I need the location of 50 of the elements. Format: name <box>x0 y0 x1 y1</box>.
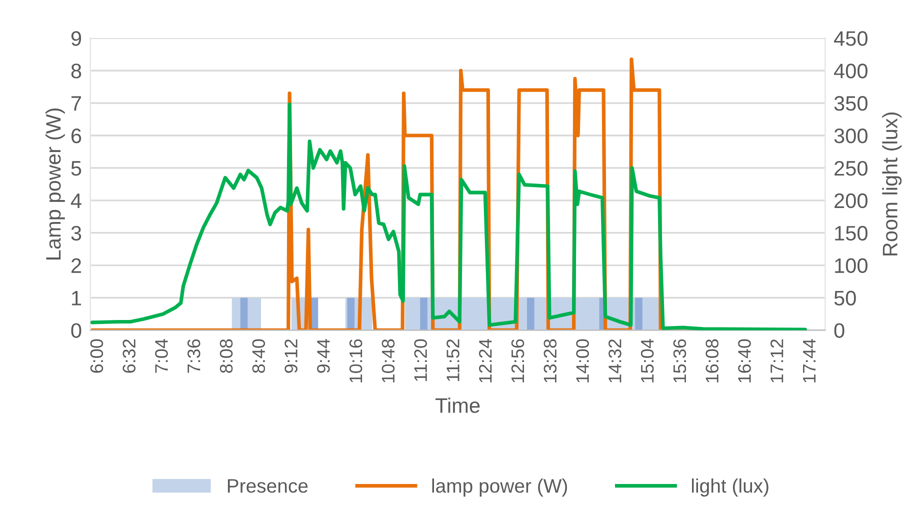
x-tick-label: 17:12 <box>770 339 784 382</box>
y-tick-label: 3 <box>71 226 82 241</box>
y2-tick-label: 300 <box>834 128 868 144</box>
line-series <box>90 102 807 330</box>
x-tick-label: 8:40 <box>252 339 266 373</box>
x-tick-label: 9:12 <box>284 339 298 373</box>
y2-tick-label: 250 <box>834 160 868 176</box>
y2-tick-label: 450 <box>834 31 868 46</box>
legend-label: lamp power (W) <box>432 478 567 497</box>
x-tick-label: 17:44 <box>803 339 816 382</box>
x-tick-label: 10:16 <box>349 339 362 382</box>
y-tick-label: 4 <box>70 194 82 208</box>
x-tick-label: 6:00 <box>90 339 104 373</box>
y2-tick-label: 200 <box>834 193 868 208</box>
y-axis-title: Lamp power (W) <box>45 108 65 260</box>
x-tick-label: 16:40 <box>738 339 751 382</box>
x-tick-label: 7:04 <box>155 339 168 373</box>
y2-tick-label: 350 <box>834 96 868 111</box>
x-tick-label: 15:04 <box>640 339 654 382</box>
y-tick-label: 6 <box>71 128 82 144</box>
x-tick-label: 11:52 <box>446 339 460 381</box>
x-tick-label: 12:24 <box>478 339 492 382</box>
legend-label: Presence <box>228 479 308 493</box>
y2-tick-label: 50 <box>834 290 856 306</box>
x-tick-label: 11:20 <box>414 339 427 381</box>
x-tick-label: 10:48 <box>382 339 395 382</box>
y2-tick-label: 0 <box>834 323 844 338</box>
x-tick-label: 6:32 <box>122 339 136 373</box>
x-axis-title: Time <box>435 398 480 413</box>
y-tick-label: 7 <box>72 96 81 111</box>
y2-tick-label: 100 <box>835 258 868 274</box>
x-tick-label: 16:08 <box>706 339 718 382</box>
y-tick-label: 5 <box>71 161 82 176</box>
x-tick-label: 12:56 <box>511 339 524 382</box>
y-tick-label: 0 <box>71 323 82 338</box>
x-tick-label: 14:00 <box>576 339 589 382</box>
legend-label: light (lux) <box>692 478 768 497</box>
x-tick-label: 15:36 <box>673 339 686 382</box>
y-tick-label: 9 <box>71 31 82 46</box>
x-tick-label: 7:36 <box>187 339 200 373</box>
y2-axis-title: Room light (lux) <box>882 112 902 256</box>
x-tick-label: 8:08 <box>220 339 233 373</box>
y-tick-label: 8 <box>71 64 82 78</box>
y-tick-label: 1 <box>72 290 82 306</box>
x-tick-label: 13:28 <box>544 339 557 382</box>
y-tick-label: 2 <box>71 258 81 273</box>
y2-tick-label: 150 <box>835 226 868 241</box>
x-tick-label: 14:32 <box>608 339 622 382</box>
y2-tick-label: 400 <box>834 64 868 78</box>
x-tick-label: 9:44 <box>317 339 330 373</box>
